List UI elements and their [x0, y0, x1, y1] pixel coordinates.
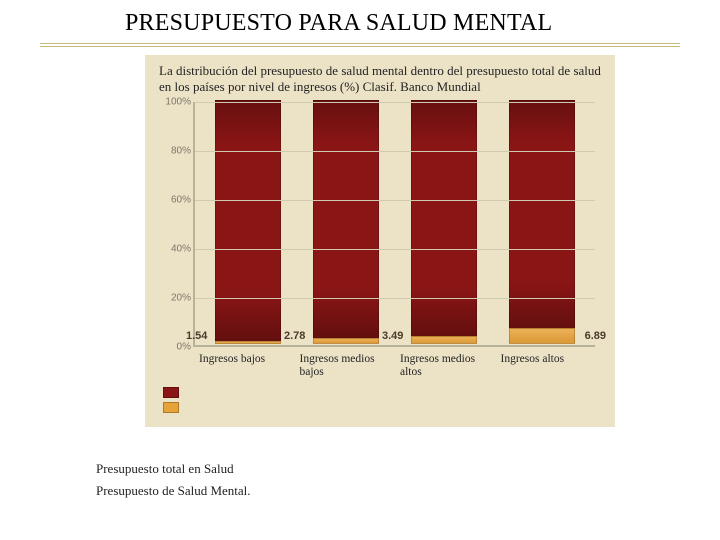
bar-segment-total — [313, 100, 379, 338]
y-tick-label: 100% — [159, 96, 191, 107]
x-category-label: Ingresos altos — [495, 353, 596, 379]
gridline — [195, 298, 595, 299]
y-tick-label: 20% — [159, 292, 191, 303]
gridline — [195, 151, 595, 152]
footer-legend: Presupuesto total en Salud Presupuesto d… — [96, 461, 680, 499]
x-axis-labels: Ingresos bajosIngresos medios bajosIngre… — [193, 353, 595, 379]
bar-segment-total — [411, 100, 477, 336]
gridline — [195, 200, 595, 201]
legend-mental-label: Presupuesto de Salud Mental. — [96, 483, 680, 499]
chart-card: La distribución del presupuesto de salud… — [145, 55, 615, 427]
gridline — [195, 249, 595, 250]
legend-total-label: Presupuesto total en Salud — [96, 461, 680, 477]
legend-swatches — [163, 387, 601, 413]
bar-segment-total — [215, 100, 281, 341]
bar-value-label: 6.89 — [585, 330, 606, 342]
swatch-mental — [163, 402, 179, 413]
page-title: PRESUPUESTO PARA SALUD MENTAL — [125, 10, 680, 37]
x-category-label: Ingresos medios altos — [394, 353, 495, 379]
bar-group: 3.49 — [411, 100, 477, 345]
y-tick-label: 40% — [159, 243, 191, 254]
chart-plot: 1.542.783.496.89 0%20%40%60%80%100% — [193, 102, 595, 347]
divider — [40, 43, 680, 44]
divider — [40, 46, 680, 47]
bar-value-label: 3.49 — [382, 330, 403, 342]
bar-group: 6.89 — [509, 100, 575, 345]
bar-segment-mental: 6.89 — [509, 328, 575, 345]
x-category-label: Ingresos bajos — [193, 353, 294, 379]
y-tick-label: 0% — [159, 341, 191, 352]
bar-group: 1.54 — [215, 100, 281, 345]
x-category-label: Ingresos medios bajos — [294, 353, 395, 379]
bar-segment-mental: 2.78 — [313, 338, 379, 345]
gridline — [195, 102, 595, 103]
y-tick-label: 60% — [159, 194, 191, 205]
chart-subtitle: La distribución del presupuesto de salud… — [159, 63, 601, 96]
bar-group: 2.78 — [313, 100, 379, 345]
bar-segment-mental: 1.54 — [215, 341, 281, 345]
bar-segment-total — [509, 100, 575, 328]
bar-value-label: 2.78 — [284, 330, 305, 342]
bar-segment-mental: 3.49 — [411, 336, 477, 345]
swatch-total — [163, 387, 179, 398]
y-tick-label: 80% — [159, 145, 191, 156]
